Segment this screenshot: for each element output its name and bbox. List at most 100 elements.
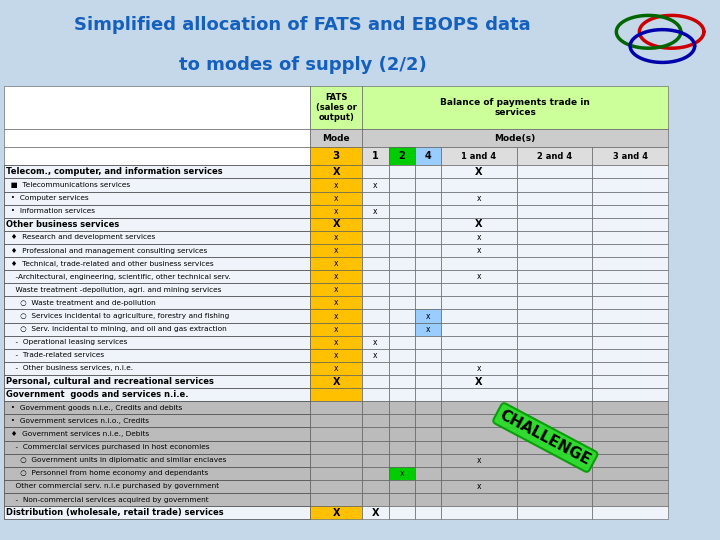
Bar [4, 270, 310, 284]
Text: 3 and 4: 3 and 4 [613, 152, 648, 161]
Bar [389, 401, 415, 414]
Text: Waste treatment -depollution, agri. and mining services: Waste treatment -depollution, agri. and … [6, 287, 222, 293]
Bar [441, 178, 517, 192]
Bar [415, 401, 441, 414]
Bar [441, 218, 517, 231]
Text: ♦  Technical, trade-related and other business services: ♦ Technical, trade-related and other bus… [6, 261, 214, 267]
Bar [4, 454, 310, 467]
Text: Other business services: Other business services [6, 220, 120, 229]
Text: ■  Telecommunications services: ■ Telecommunications services [6, 182, 130, 188]
Bar [593, 270, 668, 284]
Bar [415, 231, 441, 244]
Bar [362, 336, 389, 349]
Text: x: x [477, 246, 481, 255]
Text: Mode(s): Mode(s) [495, 133, 536, 143]
Bar [310, 454, 362, 467]
Bar [4, 257, 310, 270]
Bar [415, 218, 441, 231]
Bar [4, 428, 310, 441]
Bar [593, 165, 668, 178]
Text: -  Trade-related services: - Trade-related services [6, 353, 104, 359]
Bar [517, 401, 593, 414]
Bar [362, 129, 668, 147]
Bar [310, 506, 362, 519]
Bar [362, 414, 389, 428]
Text: Other commercial serv. n.i.e purchased by government: Other commercial serv. n.i.e purchased b… [6, 483, 220, 489]
Bar [517, 441, 593, 454]
Text: Simplified allocation of FATS and EBOPS data: Simplified allocation of FATS and EBOPS … [74, 16, 531, 34]
Bar [389, 244, 415, 257]
Bar [441, 192, 517, 205]
Bar [4, 441, 310, 454]
Text: X: X [333, 167, 340, 177]
Text: X: X [372, 508, 379, 518]
Bar [517, 296, 593, 309]
Bar [310, 257, 362, 270]
Bar [362, 454, 389, 467]
Text: x: x [334, 233, 338, 242]
Text: X: X [333, 219, 340, 230]
Bar [517, 284, 593, 296]
Bar [4, 192, 310, 205]
Bar [4, 178, 310, 192]
Text: X: X [333, 508, 340, 518]
Bar [310, 270, 362, 284]
Bar [415, 270, 441, 284]
Bar [310, 388, 362, 401]
Text: x: x [334, 180, 338, 190]
Bar [415, 205, 441, 218]
Text: x: x [426, 325, 431, 334]
Bar [593, 493, 668, 506]
Bar [389, 192, 415, 205]
Text: x: x [334, 246, 338, 255]
Text: 1: 1 [372, 151, 379, 161]
Bar [415, 349, 441, 362]
Bar [593, 441, 668, 454]
Bar [517, 192, 593, 205]
Bar [593, 336, 668, 349]
Bar [517, 467, 593, 480]
Bar [362, 467, 389, 480]
Text: X: X [475, 167, 483, 177]
Bar [362, 284, 389, 296]
Text: x: x [334, 364, 338, 373]
Bar [441, 270, 517, 284]
Text: x: x [334, 259, 338, 268]
Bar [441, 244, 517, 257]
Bar [389, 441, 415, 454]
Bar [415, 322, 441, 336]
Bar [4, 205, 310, 218]
Bar [415, 309, 441, 322]
Text: •  Government goods n.i.e., Credits and debits: • Government goods n.i.e., Credits and d… [6, 405, 183, 411]
Bar [517, 244, 593, 257]
Bar [4, 322, 310, 336]
Bar [415, 336, 441, 349]
Bar [593, 375, 668, 388]
Bar [593, 231, 668, 244]
Bar [389, 375, 415, 388]
Text: ♦  Government services n.i.e., Debits: ♦ Government services n.i.e., Debits [6, 431, 150, 437]
Bar [517, 414, 593, 428]
Bar [517, 218, 593, 231]
Bar [517, 270, 593, 284]
Bar [517, 362, 593, 375]
Bar [4, 362, 310, 375]
Text: -  Commercial services purchased in host economies: - Commercial services purchased in host … [6, 444, 210, 450]
Bar [4, 244, 310, 257]
Bar [362, 322, 389, 336]
Bar [310, 480, 362, 493]
Bar [441, 467, 517, 480]
Bar [415, 244, 441, 257]
Bar [4, 218, 310, 231]
Text: X: X [333, 376, 340, 387]
Bar [441, 322, 517, 336]
Text: x: x [334, 351, 338, 360]
Bar [441, 309, 517, 322]
Bar [4, 428, 310, 441]
Text: Personal, cultural and recreational services: Personal, cultural and recreational serv… [6, 377, 215, 386]
Text: CHALLENGE: CHALLENGE [498, 407, 593, 468]
Bar [362, 244, 389, 257]
Text: ○  Serv. incidental to mining, and oil and gas extraction: ○ Serv. incidental to mining, and oil an… [6, 326, 228, 332]
Bar [4, 401, 310, 414]
Bar [389, 322, 415, 336]
